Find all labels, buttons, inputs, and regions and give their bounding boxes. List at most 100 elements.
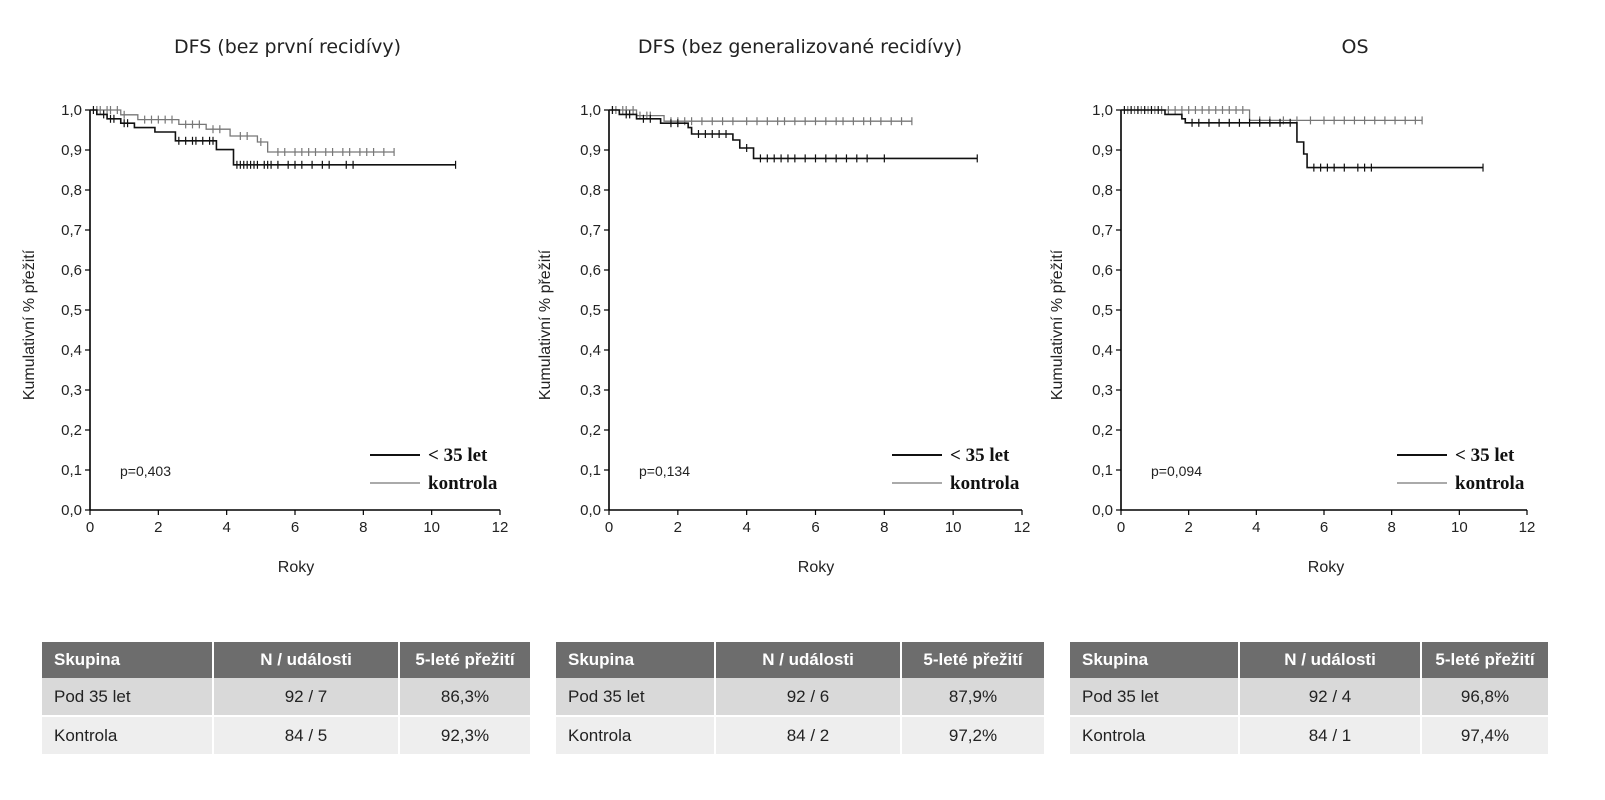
p-value: p=0,094 xyxy=(1151,463,1202,479)
table-cell: 97,2% xyxy=(901,716,1044,754)
chart-title: DFS (bez generalizované recidívy) xyxy=(637,36,963,58)
summary-table-0: Skupina N / události 5-leté přežití Pod … xyxy=(42,642,530,754)
y-tick-label: 1,0 xyxy=(580,102,601,119)
table-cell: 86,3% xyxy=(399,678,530,716)
table-header: N / události xyxy=(715,642,902,678)
chart-title: DFS (bez první recidívy) xyxy=(173,36,402,58)
y-tick-label: 0,0 xyxy=(1092,502,1113,519)
summary-table-2: Skupina N / události 5-leté přežití Pod … xyxy=(1070,642,1548,754)
y-tick-label: 0,2 xyxy=(580,422,601,439)
table-cell: 92,3% xyxy=(399,716,530,754)
x-tick-label: 10 xyxy=(423,519,440,536)
table-row: Pod 35 let 92 / 4 96,8% xyxy=(1070,678,1548,716)
x-tick-label: 8 xyxy=(880,519,888,536)
y-tick-label: 0,4 xyxy=(580,342,601,359)
x-tick-label: 8 xyxy=(359,519,367,536)
y-tick-label: 0,7 xyxy=(61,222,82,239)
legend-label-under-35: < 35 let xyxy=(950,445,1010,466)
chart-panel-os: OS 0,0 0,1 0,2 0,3 0,4 0,5 0,6 0,7 0,8 0,9 1,0 0 2 4 6… xyxy=(1040,0,1560,800)
x-tick-label: 0 xyxy=(1117,519,1125,536)
y-tick-label: 0,9 xyxy=(61,142,82,159)
table-header: 5-leté přežití xyxy=(901,642,1044,678)
y-tick-label: 0,9 xyxy=(1092,142,1113,159)
table-header: Skupina xyxy=(42,642,214,678)
table-row: Kontrola 84 / 5 92,3% xyxy=(42,716,530,754)
x-tick-label: 0 xyxy=(86,519,94,536)
x-tick-label: 10 xyxy=(945,519,962,536)
y-tick-label: 0,0 xyxy=(61,502,82,519)
y-tick-label: 0,8 xyxy=(580,182,601,199)
table-cell: Kontrola xyxy=(556,716,716,754)
y-tick-label: 0,4 xyxy=(1092,342,1113,359)
table-header-row: Skupina N / události 5-leté přežití xyxy=(1070,642,1548,678)
table-row: Kontrola 84 / 1 97,4% xyxy=(1070,716,1548,754)
table-cell: 92 / 7 xyxy=(213,678,400,716)
legend-label-control: kontrola xyxy=(1455,473,1525,494)
series-under-35-line xyxy=(609,109,978,160)
y-tick-label: 0,4 xyxy=(61,342,82,359)
y-tick-label: 0,5 xyxy=(580,302,601,319)
y-tick-label: 0,6 xyxy=(1092,262,1113,279)
summary-table-1: Skupina N / události 5-leté přežití Pod … xyxy=(556,642,1044,754)
x-tick-label: 0 xyxy=(605,519,613,536)
y-axis-label: Kumulativní % přežití xyxy=(1049,249,1066,400)
table-header: Skupina xyxy=(1070,642,1240,678)
table-cell: Pod 35 let xyxy=(1070,678,1240,716)
table-cell: Kontrola xyxy=(42,716,214,754)
legend-label-under-35: < 35 let xyxy=(1455,445,1515,466)
y-tick-label: 0,3 xyxy=(61,382,82,399)
x-tick-label: 4 xyxy=(742,519,750,536)
series-under-35-line xyxy=(90,109,456,166)
table-cell: Kontrola xyxy=(1070,716,1240,754)
table-cell: 84 / 2 xyxy=(715,716,902,754)
y-tick-label: 0,1 xyxy=(1092,462,1113,479)
y-tick-label: 0,1 xyxy=(580,462,601,479)
y-tick-label: 0,7 xyxy=(1092,222,1113,239)
y-tick-label: 0,8 xyxy=(1092,182,1113,199)
x-tick-label: 12 xyxy=(1519,519,1536,536)
y-tick-label: 0,0 xyxy=(580,502,601,519)
km-chart-1: 0,0 0,1 0,2 0,3 0,4 0,5 0,6 0,7 0,8 0,9 1,0 0 2 4 6 8 10… xyxy=(537,102,1030,576)
table-cell: Pod 35 let xyxy=(42,678,214,716)
y-tick-label: 0,2 xyxy=(61,422,82,439)
table-cell: 84 / 1 xyxy=(1239,716,1422,754)
km-chart-0: 0,0 0,1 0,2 0,3 0,4 0,5 0,6 0,7 0,8 0,9 1,0 0 2 4 6 8 10… xyxy=(21,102,509,576)
x-axis-label: Roky xyxy=(1308,559,1344,576)
table-header-row: Skupina N / události 5-leté přežití xyxy=(42,642,530,678)
x-tick-label: 4 xyxy=(1252,519,1260,536)
y-tick-label: 0,6 xyxy=(580,262,601,279)
chart-title: OS xyxy=(1341,36,1369,58)
y-tick-label: 0,8 xyxy=(61,182,82,199)
table-cell: 97,4% xyxy=(1421,716,1548,754)
y-tick-label: 0,2 xyxy=(1092,422,1113,439)
p-value: p=0,134 xyxy=(639,463,690,479)
table-header: N / události xyxy=(1239,642,1422,678)
x-tick-label: 2 xyxy=(1184,519,1192,536)
p-value: p=0,403 xyxy=(120,463,171,479)
y-tick-label: 0,9 xyxy=(580,142,601,159)
y-axis-label: Kumulativní % přežití xyxy=(21,249,38,400)
x-tick-label: 6 xyxy=(291,519,299,536)
y-tick-label: 0,6 xyxy=(61,262,82,279)
legend-label-under-35: < 35 let xyxy=(428,445,488,466)
x-axis-label: Roky xyxy=(798,559,834,576)
y-tick-label: 0,5 xyxy=(1092,302,1113,319)
table-cell: 92 / 6 xyxy=(715,678,902,716)
x-tick-label: 8 xyxy=(1387,519,1395,536)
x-tick-label: 6 xyxy=(1320,519,1328,536)
x-tick-label: 2 xyxy=(674,519,682,536)
table-header-row: Skupina N / události 5-leté přežití xyxy=(556,642,1044,678)
y-axis-label: Kumulativní % přežití xyxy=(537,249,554,400)
km-chart-2: 0,0 0,1 0,2 0,3 0,4 0,5 0,6 0,7 0,8 0,9 1,0 0 2 4 6 8 10… xyxy=(1049,102,1536,576)
legend-label-control: kontrola xyxy=(428,473,498,494)
x-tick-label: 12 xyxy=(492,519,509,536)
table-cell: 84 / 5 xyxy=(213,716,400,754)
table-header: N / události xyxy=(213,642,400,678)
y-tick-label: 1,0 xyxy=(1092,102,1113,119)
table-row: Pod 35 let 92 / 7 86,3% xyxy=(42,678,530,716)
table-header: Skupina xyxy=(556,642,716,678)
x-tick-label: 6 xyxy=(811,519,819,536)
chart-panel-dfs-generalized-recurrence: DFS (bez generalizované recidívy) 0,0 0,1… xyxy=(520,0,1040,800)
x-tick-label: 4 xyxy=(222,519,230,536)
table-row: Pod 35 let 92 / 6 87,9% xyxy=(556,678,1044,716)
